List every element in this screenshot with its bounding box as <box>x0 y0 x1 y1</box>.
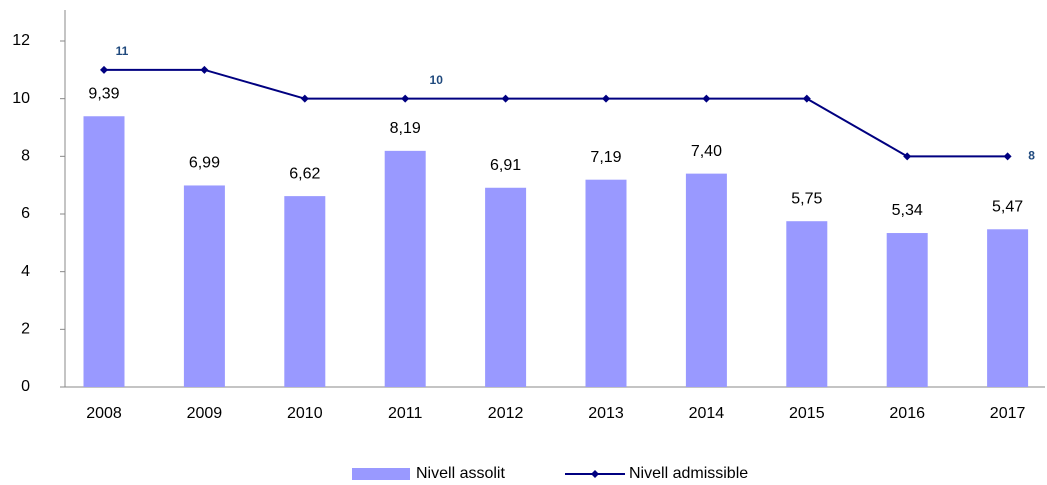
line-marker <box>1003 152 1012 161</box>
x-tick-label: 2009 <box>187 405 223 422</box>
x-tick-label: 2015 <box>789 405 825 422</box>
x-tick-label: 2010 <box>287 405 323 422</box>
bar-value-label: 9,39 <box>88 85 119 102</box>
x-tick-label: 2014 <box>689 405 725 422</box>
y-tick-label: 8 <box>21 148 30 165</box>
y-tick-label: 10 <box>12 90 30 107</box>
bar-value-label: 7,40 <box>691 143 722 160</box>
bar <box>83 116 125 387</box>
line-marker <box>401 94 410 103</box>
y-tick-label: 0 <box>21 378 30 395</box>
bar <box>485 187 527 387</box>
bar <box>886 233 928 387</box>
bar <box>685 173 727 387</box>
x-tick-label: 2011 <box>388 405 423 422</box>
bar <box>786 221 828 387</box>
x-tick-label: 2012 <box>488 405 524 422</box>
bar-value-label: 6,99 <box>189 155 220 172</box>
bar <box>585 179 627 387</box>
bar-value-label: 6,91 <box>490 157 521 174</box>
line-marker <box>702 94 711 103</box>
bar-value-label: 5,75 <box>791 190 822 207</box>
line-marker <box>802 94 811 103</box>
legend-label: Nivell assolit <box>416 465 505 482</box>
bar-value-label: 8,19 <box>390 120 421 137</box>
line-value-label: 8 <box>1028 149 1035 163</box>
bar-value-label: 5,34 <box>892 202 923 219</box>
line-marker <box>903 152 912 161</box>
y-tick-label: 6 <box>21 205 30 222</box>
bar-value-label: 5,47 <box>992 199 1023 216</box>
line-marker <box>300 94 309 103</box>
line-marker <box>602 94 610 103</box>
legend-swatch <box>352 468 410 480</box>
line-marker <box>100 65 108 74</box>
bar <box>384 150 426 387</box>
x-tick-label: 2017 <box>990 405 1026 422</box>
legend-label: Nivell admissible <box>629 465 748 482</box>
bar-value-label: 7,19 <box>590 149 621 166</box>
y-tick-label: 4 <box>21 263 30 280</box>
x-tick-label: 2016 <box>889 405 925 422</box>
line-marker <box>501 94 510 103</box>
bar <box>183 185 225 387</box>
bar <box>987 229 1029 387</box>
bar <box>284 196 326 387</box>
line <box>104 68 1008 158</box>
legend-marker <box>591 470 599 478</box>
line-value-label: 11 <box>116 44 129 58</box>
line-marker <box>200 65 209 74</box>
y-tick-label: 2 <box>21 321 30 338</box>
bar-value-label: 6,62 <box>289 165 320 182</box>
x-tick-label: 2008 <box>86 405 122 422</box>
y-tick-label: 12 <box>12 32 30 49</box>
x-tick-label: 2013 <box>588 405 624 422</box>
line-value-label: 10 <box>430 73 444 87</box>
